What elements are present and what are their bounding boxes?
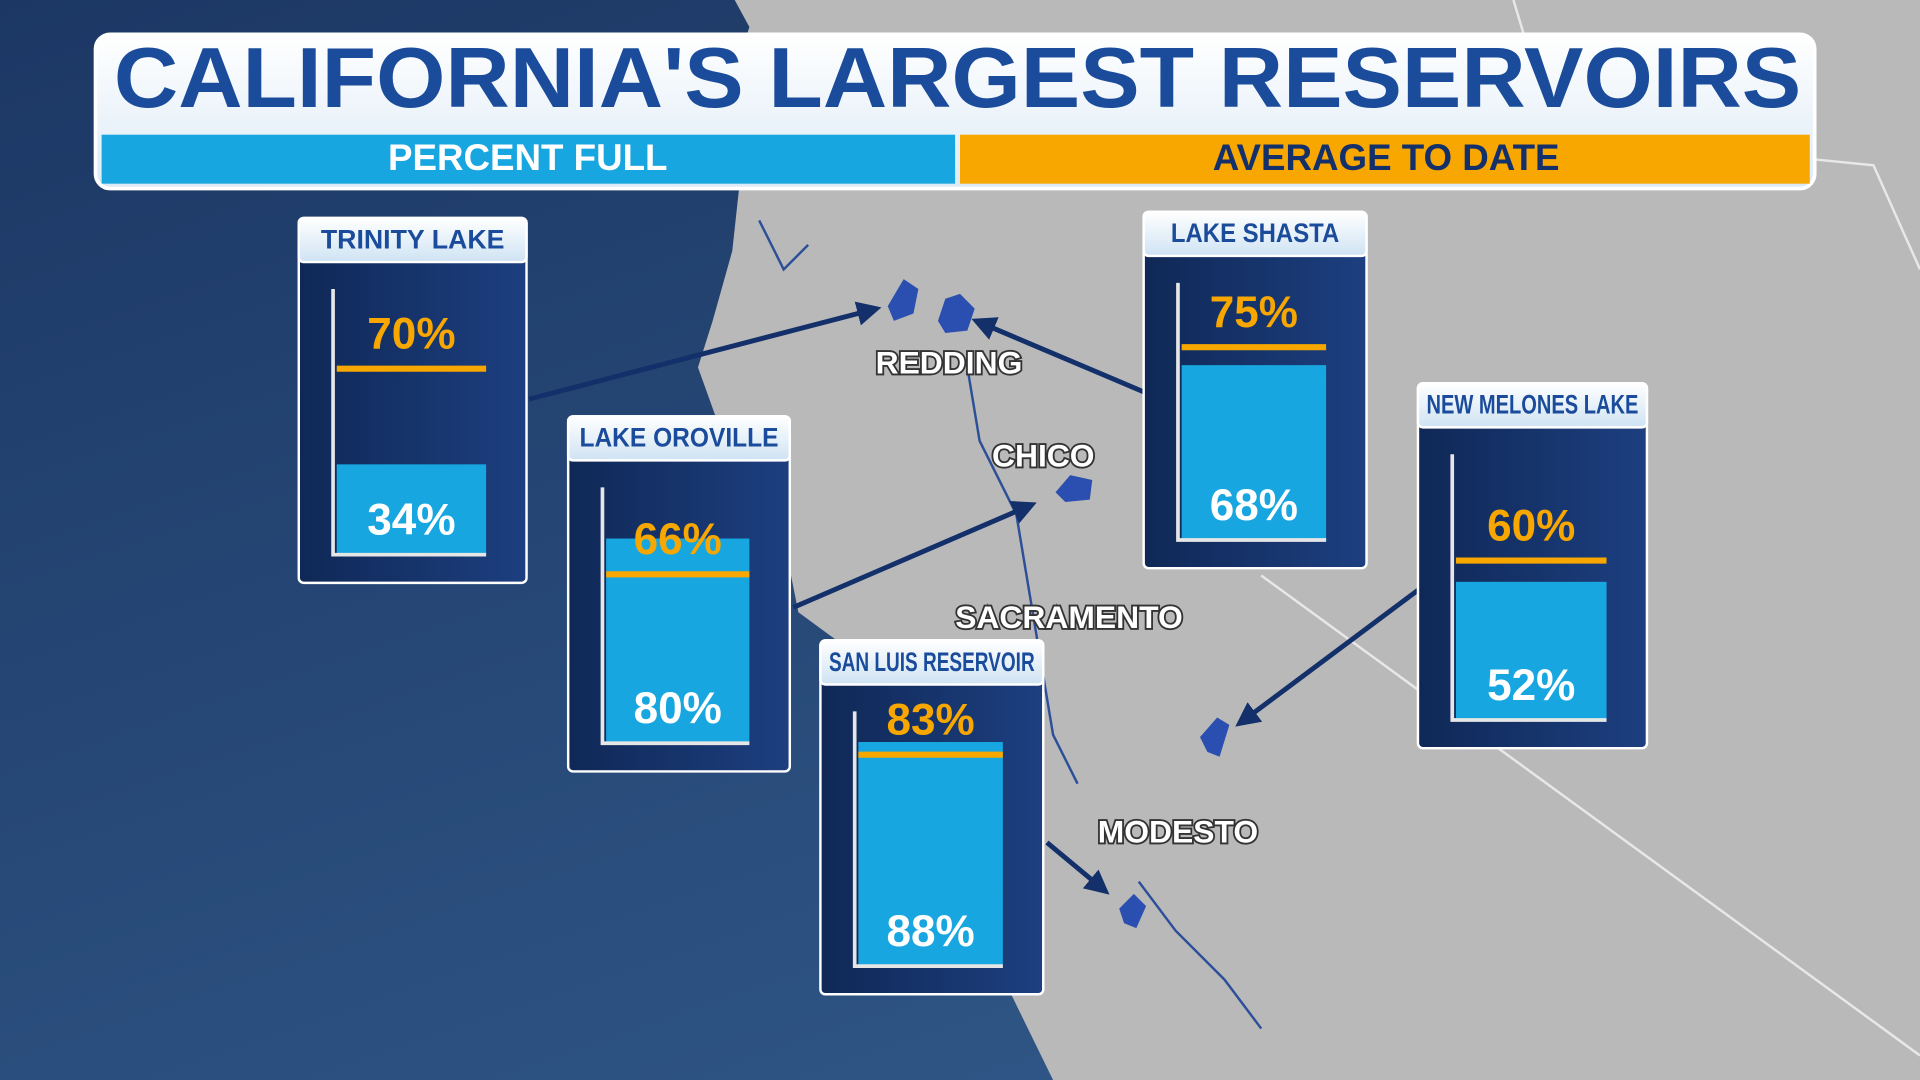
- legend-percent-full: [101, 134, 956, 184]
- reservoir-name: NEW MELONES LAKE: [1427, 390, 1639, 420]
- border: [1260, 574, 1920, 1057]
- arrow: [1045, 840, 1110, 895]
- lake: [1055, 475, 1093, 503]
- city-label: MODESTO: [1098, 813, 1258, 849]
- gauge-axis: [1176, 282, 1327, 542]
- border: [1812, 157, 1920, 270]
- lake: [1119, 893, 1147, 929]
- gauge-axis: [1450, 454, 1607, 722]
- reservoir-name: TRINITY LAKE: [321, 224, 505, 254]
- arrow: [971, 317, 1145, 395]
- banner: CALIFORNIA'S LARGEST RESERVOIRS PERCENT …: [93, 30, 1817, 191]
- percent-full-label: 80%: [634, 684, 722, 733]
- city-label: CHICO: [992, 437, 1095, 473]
- name-header: [297, 216, 528, 264]
- arrow: [528, 301, 882, 402]
- name-header: [819, 639, 1045, 686]
- reservoir: NEW MELONES LAKE 60% 52%: [1416, 382, 1649, 750]
- river: [1137, 880, 1263, 1030]
- name-header: [1142, 210, 1368, 258]
- percent-full-bar: [1181, 365, 1327, 540]
- gauge-axis: [331, 288, 487, 557]
- lake: [887, 279, 919, 321]
- lakes: [887, 279, 1230, 929]
- percent-full-label: 34%: [367, 495, 455, 544]
- percent-full-bar: [1455, 581, 1607, 720]
- average-label: 70%: [367, 309, 455, 358]
- name-header: [1416, 382, 1649, 429]
- percent-full-bar: [858, 741, 1003, 967]
- reservoir: LAKE OROVILLE 66% 80%: [566, 415, 792, 773]
- river: [758, 219, 810, 272]
- average-label: 66%: [634, 515, 722, 564]
- percent-full-bar: [336, 464, 487, 555]
- reservoir-name: LAKE OROVILLE: [579, 423, 778, 453]
- title: CALIFORNIA'S LARGEST RESERVOIRS: [114, 30, 1801, 126]
- percent-full-label: 52%: [1487, 661, 1575, 710]
- river: [966, 367, 1079, 785]
- average-label: 83%: [886, 696, 974, 745]
- legend-average: [960, 134, 1810, 184]
- reservoir: TRINITY LAKE 70% 34%: [297, 216, 528, 585]
- percent-full-label: 68%: [1210, 481, 1298, 530]
- legend-label: AVERAGE TO DATE: [1213, 137, 1560, 178]
- lake: [1200, 717, 1230, 757]
- reservoir: SAN LUIS RESERVOIR 83% 88%: [819, 639, 1045, 996]
- legend-label: PERCENT FULL: [388, 137, 667, 178]
- arrow: [792, 500, 1037, 610]
- percent-full-label: 88%: [886, 907, 974, 956]
- arrow: [1235, 588, 1420, 727]
- average-label: 75%: [1210, 288, 1298, 337]
- city-label: SACRAMENTO: [955, 599, 1183, 635]
- arrows: [528, 301, 1420, 895]
- name-header: [566, 415, 792, 462]
- gauge-axis: [600, 487, 750, 746]
- reservoir-name: SAN LUIS RESERVOIR: [829, 647, 1035, 677]
- reservoir: LAKE SHASTA 75% 68%: [1142, 210, 1368, 570]
- rivers: [758, 219, 1263, 1030]
- cities: REDDING CHICO SACRAMENTO MODESTO: [874, 342, 1260, 851]
- city-label: REDDING: [876, 344, 1023, 380]
- gauge-axis: [852, 711, 1003, 968]
- reservoir-name: LAKE SHASTA: [1171, 218, 1339, 248]
- average-label: 60%: [1487, 501, 1575, 550]
- lake: [937, 293, 975, 334]
